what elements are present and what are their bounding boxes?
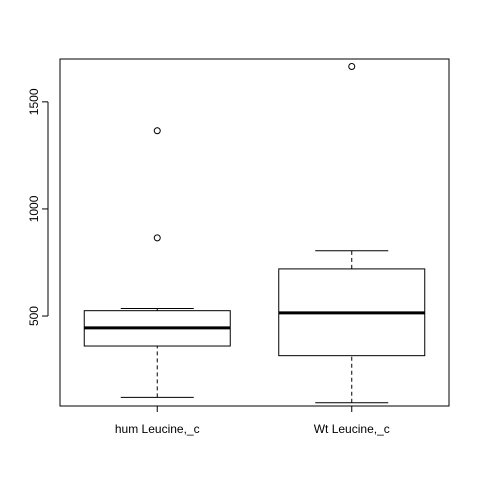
plot-frame (60, 59, 449, 406)
x-axis: hum Leucine,_c Wt Leucine,_c (115, 406, 390, 436)
y-tick-label: 1500 (27, 88, 41, 115)
y-axis: 500 1000 1500 (27, 88, 48, 326)
boxes (84, 63, 425, 402)
box-group (279, 63, 425, 402)
outlier-point (154, 128, 160, 134)
y-tick-label: 1000 (27, 195, 41, 222)
outlier-point (349, 63, 355, 69)
x-tick-label: hum Leucine,_c (115, 422, 200, 436)
box-group (84, 128, 230, 398)
y-tick-label: 500 (27, 306, 41, 326)
outlier-point (154, 235, 160, 241)
x-tick-label: Wt Leucine,_c (314, 422, 390, 436)
